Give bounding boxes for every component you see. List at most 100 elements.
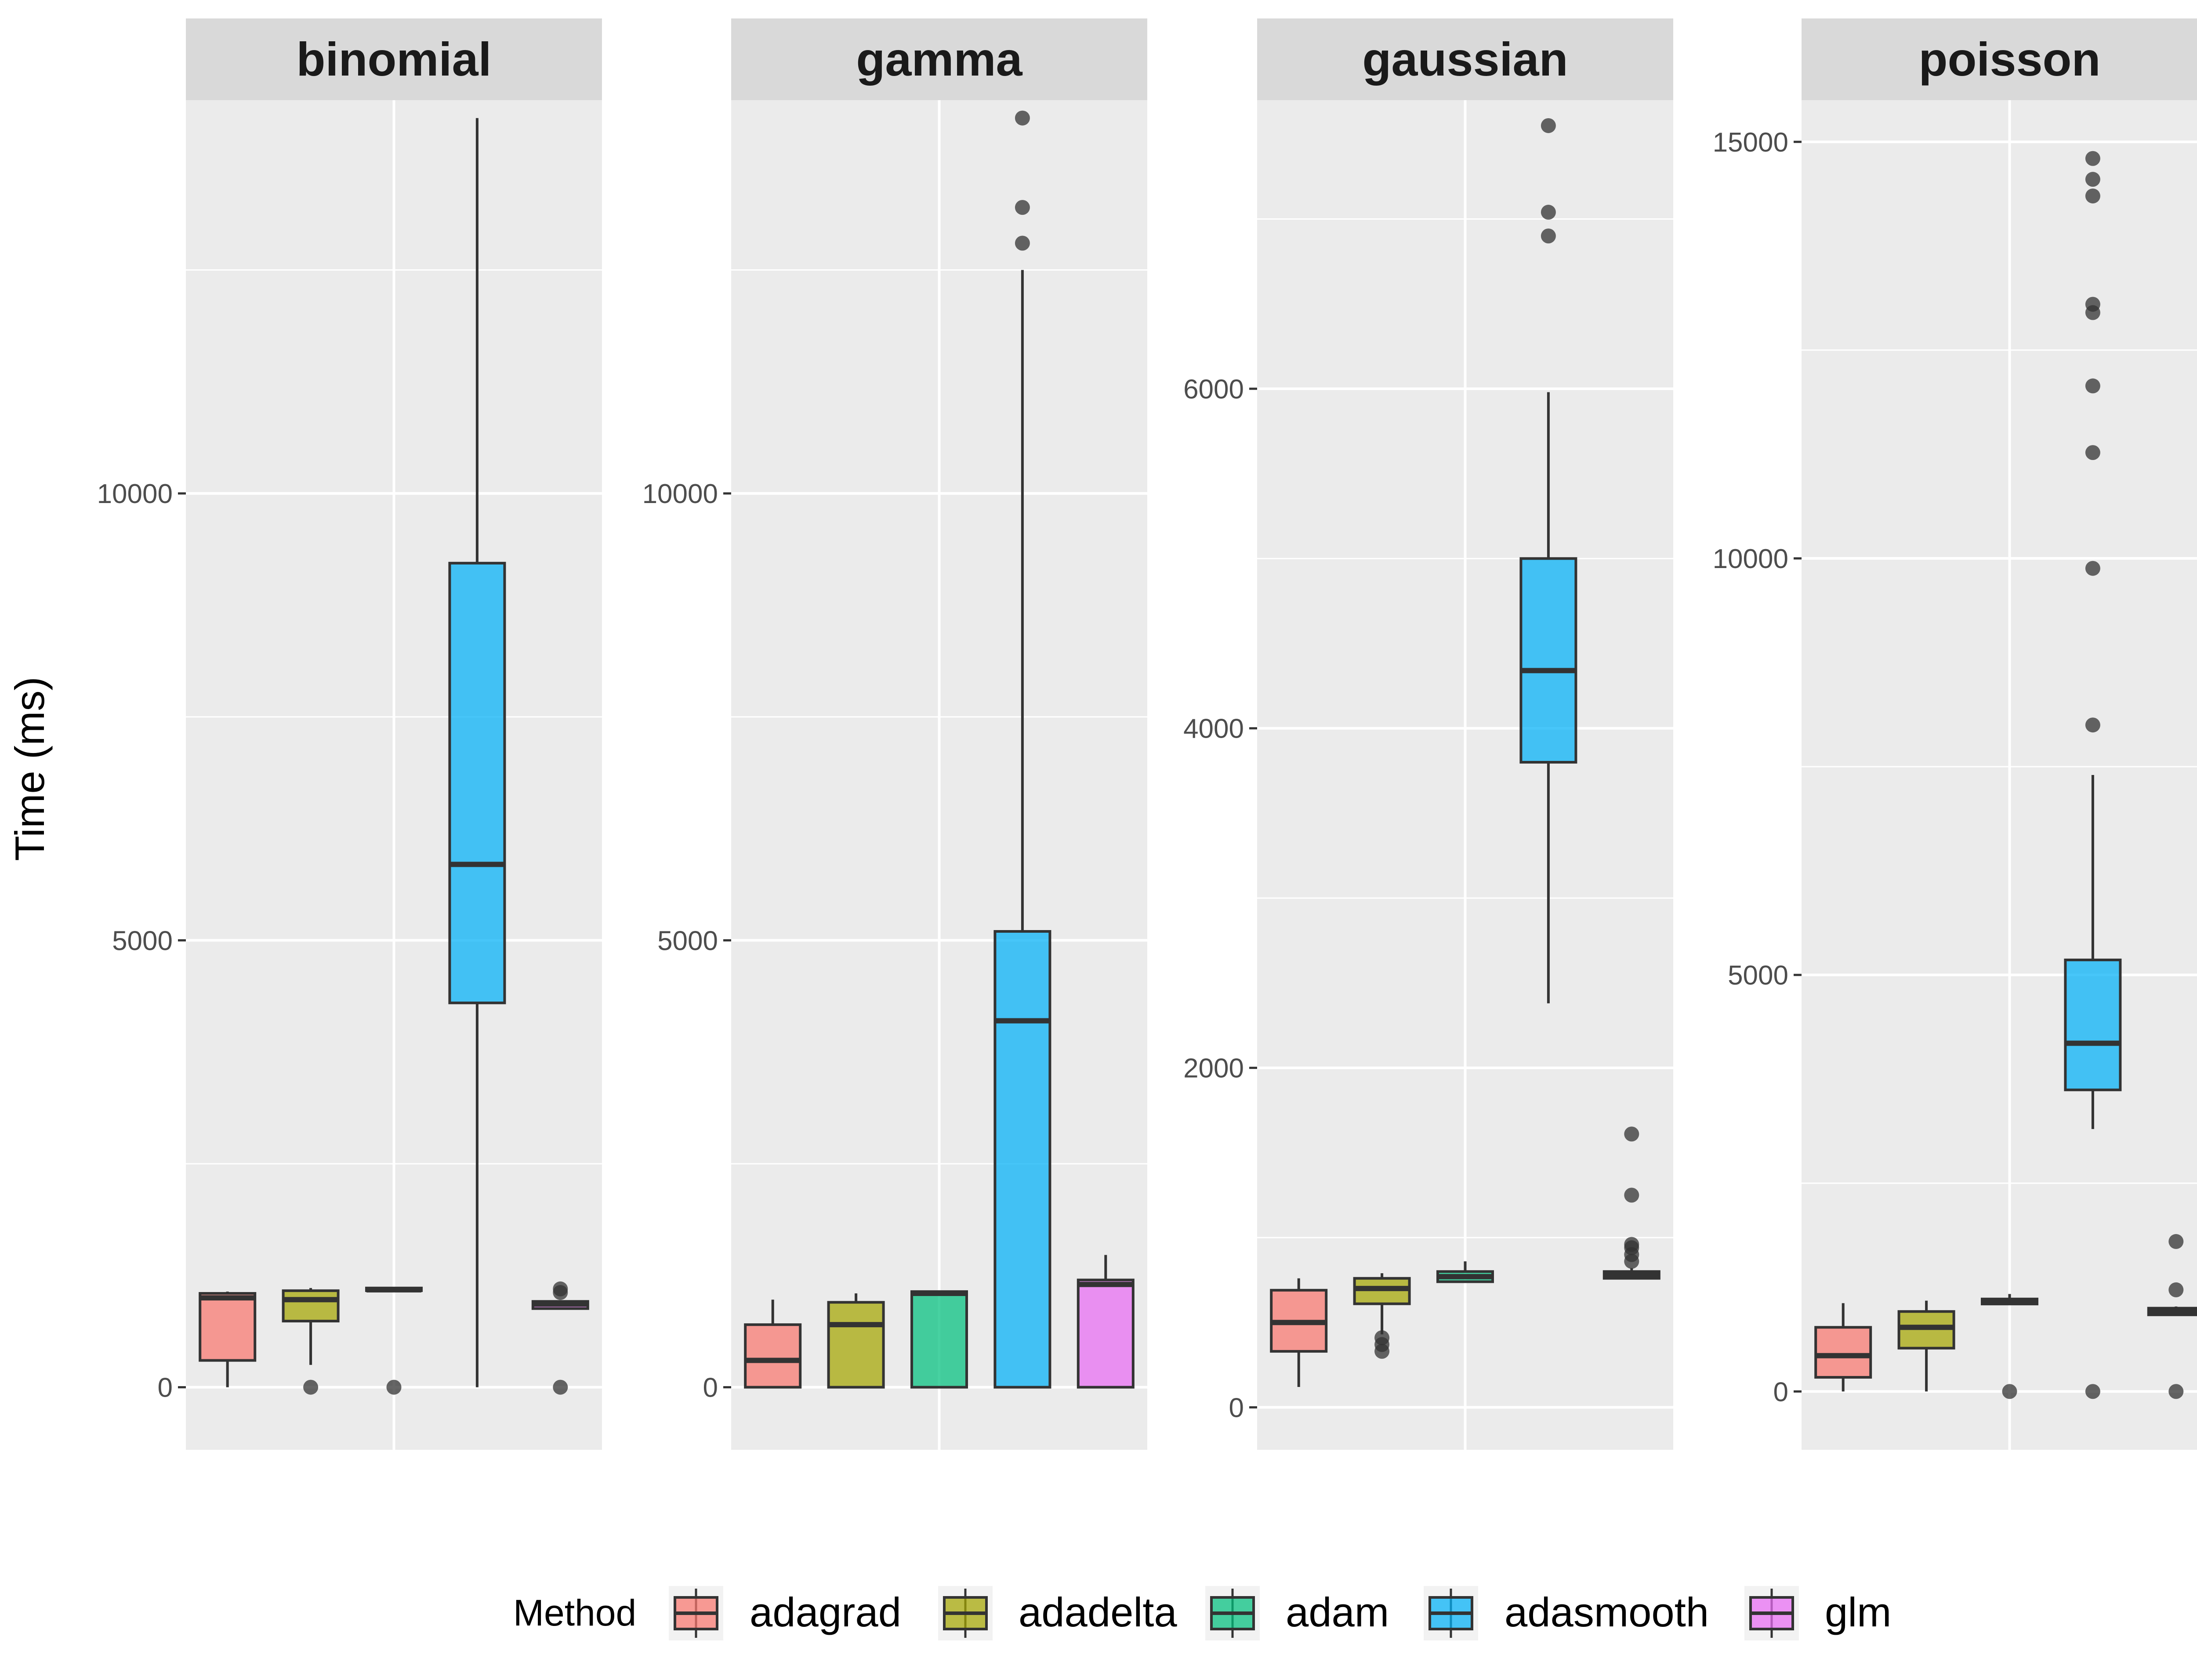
legend-label: adadelta [1019,1589,1177,1635]
legend-label: adagrad [750,1589,901,1635]
y-tick-label: 4000 [1183,714,1244,744]
outlier-point [1624,1237,1639,1252]
y-tick-label: 5000 [112,926,173,956]
facet-strip-label: binomial [296,33,491,86]
y-tick-label: 6000 [1183,374,1244,405]
box-body [448,561,506,1004]
box-glm [2147,1234,2197,1399]
y-tick-label: 10000 [97,479,173,509]
box-adam [1436,1261,1494,1283]
legend-label: glm [1825,1589,1891,1635]
box-adadelta [1897,1300,1955,1392]
y-tick-label: 2000 [1183,1054,1244,1084]
box-body [827,1301,885,1389]
outlier-point [2085,151,2100,166]
y-tick-label: 15000 [1713,127,1788,158]
outlier-point [2085,445,2100,460]
box-body [2064,958,2122,1091]
box-adagrad [199,1291,257,1387]
facet-strip [186,18,602,100]
y-tick-label: 10000 [642,479,718,509]
box-adam [1980,1294,2039,1399]
legend-entry-adasmooth: adasmooth [1424,1586,1709,1640]
facet-strip [731,18,1147,100]
outlier-point [1624,1188,1639,1203]
outlier-point [1015,110,1030,126]
box-adasmooth [2064,151,2122,1399]
box-adadelta [1353,1273,1411,1359]
legend: Method adagrad adadelta adam adasmooth glm [513,1586,1891,1640]
outlier-point [386,1379,402,1395]
box-adam [910,1290,968,1389]
outlier-point [2002,1384,2017,1399]
legend-keys: adagrad adadelta adam adasmooth glm [669,1586,1891,1640]
outlier-point [2168,1384,2184,1399]
facet-strip-label: gamma [856,33,1022,86]
box-adadelta [282,1288,340,1395]
box-glm [1077,1255,1135,1389]
outlier-point [2085,1384,2100,1399]
legend-label: adasmooth [1505,1589,1709,1635]
box-adasmooth [993,110,1051,1389]
facet-strip-label: gaussian [1362,33,1568,86]
box-body [282,1289,340,1323]
outlier-point [553,1281,568,1296]
outlier-point [1015,200,1030,215]
legend-entry-glm: glm [1744,1586,1891,1640]
outlier-point [1541,118,1556,133]
facet-strip [1802,18,2197,100]
y-tick-label: 10000 [1713,544,1788,574]
outlier-point [2085,378,2100,394]
outlier-point [1015,235,1030,251]
legend-entry-adagrad: adagrad [669,1586,901,1640]
outlier-point [2085,172,2100,187]
facet-panels: 0 5000 10000 binomial 0 5000 10000 gamma 0 2000 40… [97,18,2197,1450]
legend-title: Method [513,1592,636,1633]
box-body [910,1290,968,1389]
box-glm [531,1281,589,1395]
facet-panel-gamma: 0 5000 10000 gamma [642,18,1147,1450]
facet-panel-binomial: 0 5000 10000 binomial [97,18,602,1450]
outlier-point [1541,205,1556,220]
y-tick-label: 5000 [1728,960,1788,991]
panel-background [1802,100,2197,1450]
box-adam [365,1286,423,1395]
legend-entry-adam: adam [1205,1586,1389,1640]
facet-panel-poisson: 0 5000 10000 15000 poisson [1713,18,2197,1450]
outlier-point [2168,1234,2184,1249]
outlier-point [2085,188,2100,204]
y-tick-label: 0 [1229,1393,1244,1423]
outlier-point [2085,297,2100,312]
outlier-point [1624,1126,1639,1142]
facet-strip-label: poisson [1918,33,2100,86]
y-tick-label: 0 [703,1373,718,1403]
outlier-point [303,1379,319,1395]
outlier-point [1541,228,1556,244]
legend-entry-adadelta: adadelta [938,1586,1177,1640]
facet-strip [1257,18,1673,100]
box-body [1519,557,1577,764]
y-axis-title: Time (ms) [7,677,53,861]
box-adasmooth [1519,118,1577,1003]
box-body [993,930,1051,1389]
y-tick-label: 0 [1773,1377,1788,1407]
box-body [1814,1326,1872,1379]
box-adasmooth [448,118,506,1387]
box-body [1077,1278,1135,1389]
outlier-point [1374,1330,1390,1345]
y-tick-label: 5000 [657,926,718,956]
outlier-point [553,1379,568,1395]
box-body [199,1292,257,1362]
legend-label: adam [1286,1589,1389,1635]
box-glm [1602,1126,1660,1280]
box-adagrad [1814,1303,1872,1392]
box-body [744,1323,802,1389]
outlier-point [2085,717,2100,733]
y-tick-label: 0 [158,1373,173,1403]
box-adadelta [827,1293,885,1389]
facet-panel-gaussian: 0 2000 4000 6000 gaussian [1183,18,1673,1450]
outlier-point [2085,561,2100,576]
box-adagrad [1270,1278,1328,1387]
outlier-point [2168,1282,2184,1297]
